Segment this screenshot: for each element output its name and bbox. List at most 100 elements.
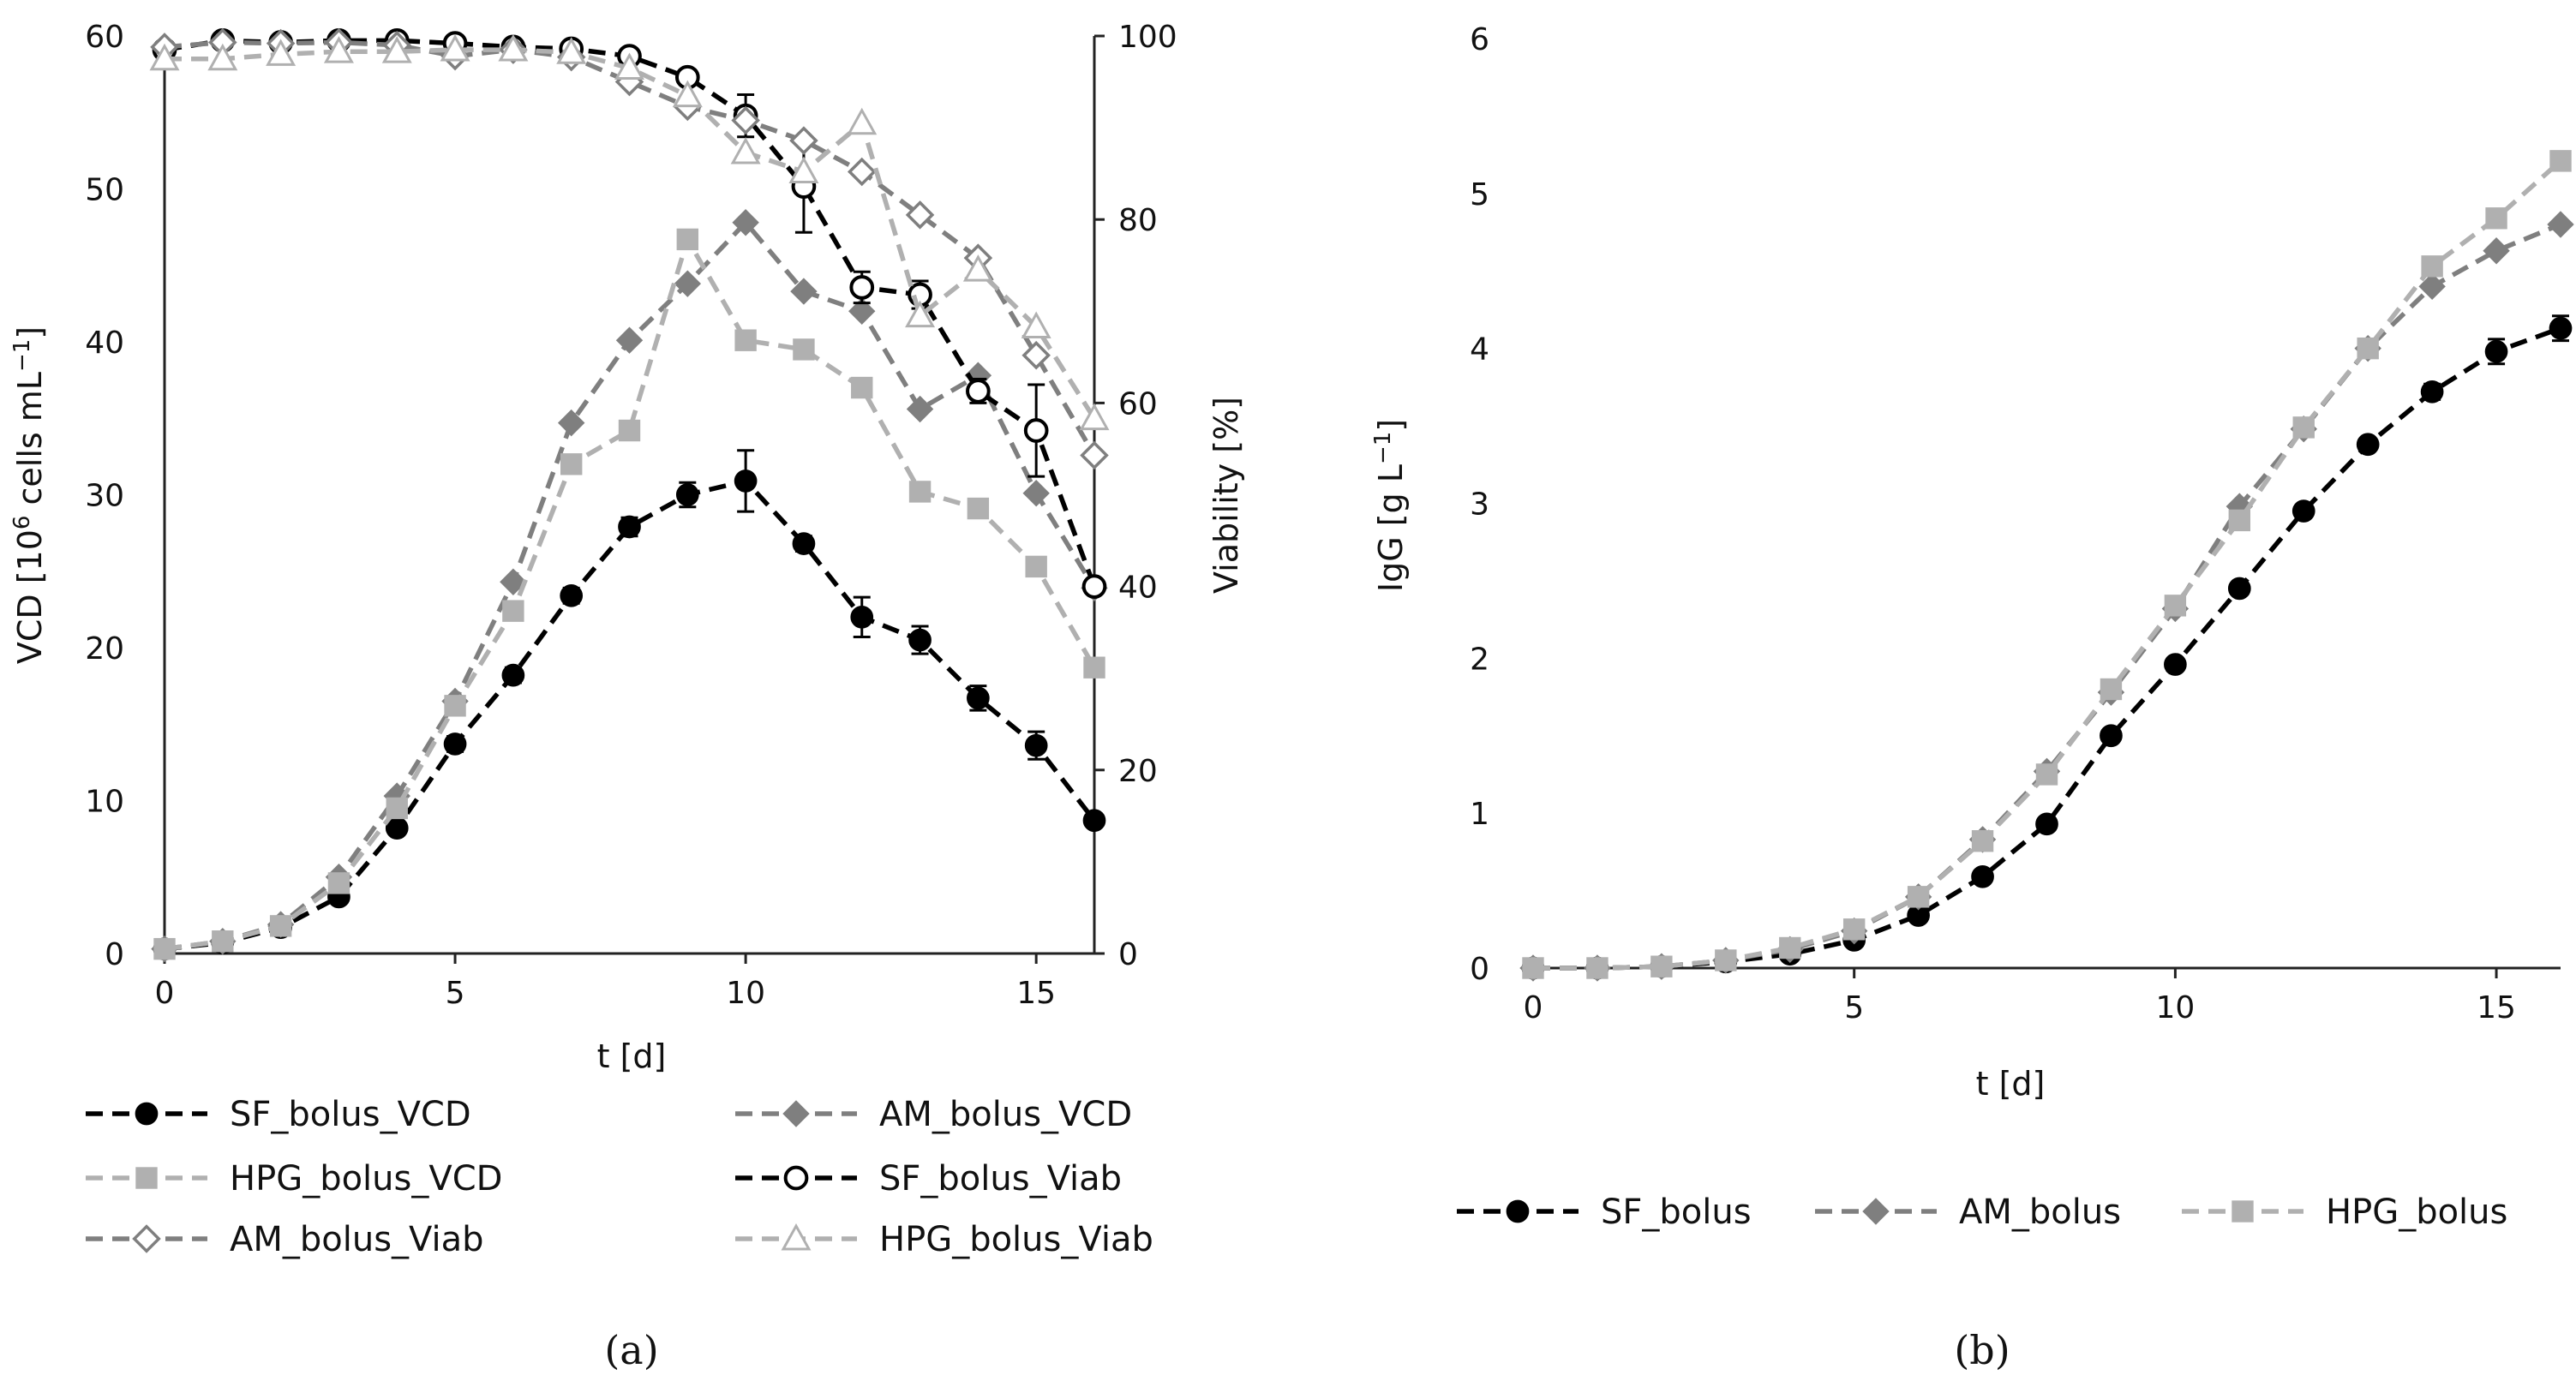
b-point-sf-bolus [2164, 653, 2187, 676]
a-point-sf-bolus-vcd [1082, 809, 1106, 833]
b-legend-marker [1506, 1199, 1530, 1223]
panel-b-y-title-end: ] [1372, 419, 1410, 432]
a-line-sf-bolus-vcd [164, 478, 1097, 952]
panel-a-series [149, 27, 1110, 963]
b-line-am-bolus [1533, 222, 2562, 971]
panel-a-y-title-part1: VCD [10 [11, 529, 49, 664]
panel-a-y-title-part2: cells mL [11, 372, 49, 516]
b-y-tick-label: 2 [1470, 642, 1489, 677]
a-point-am-bolus-viab [1021, 340, 1051, 370]
a-point-sf-bolus-vcd [560, 583, 584, 607]
a-legend-label: AM_bolus_VCD [879, 1095, 1132, 1134]
a-x-tick-label: 10 [726, 976, 765, 1011]
b-line-sf-bolus [1533, 326, 2561, 971]
a-point-hpg-bolus-viab [556, 37, 587, 64]
a-legend-label: HPG_bolus_VCD [230, 1159, 502, 1199]
b-legend-label: AM_bolus [1959, 1193, 2121, 1232]
b-y-tick-label: 1 [1470, 797, 1489, 832]
a-point-am-bolus-vcd [674, 270, 702, 297]
a-series-hpg-bolus-vcd [153, 228, 1105, 960]
a-point-sf-bolus-vcd [734, 469, 758, 493]
a-legend-item-hpg-bolus-vcd: HPG_bolus_VCD [86, 1159, 502, 1199]
b-line-hpg-bolus [1533, 158, 2562, 971]
b-legend-item-am-bolus: AM_bolus [1815, 1193, 2121, 1232]
a-legend-marker [132, 1224, 161, 1253]
b-point-hpg-bolus [1971, 830, 1994, 852]
b-legend-marker [1862, 1198, 1890, 1225]
a-point-sf-bolus-vcd [618, 515, 641, 539]
a-y-tick-label: 60 [85, 20, 124, 55]
b-point-hpg-bolus [2035, 763, 2058, 786]
a-y-tick-label: 30 [85, 479, 124, 514]
a-point-hpg-bolus-viab [440, 34, 470, 62]
a-legend-marker [783, 1165, 809, 1191]
a-point-hpg-bolus-viab [672, 80, 703, 108]
a-point-hpg-bolus-vcd [734, 329, 757, 351]
panel-a-y-title-sup2: −1 [9, 339, 35, 372]
a-point-am-bolus-vcd [906, 395, 934, 423]
a-point-hpg-bolus-viab [1079, 403, 1110, 431]
a-legend-label: HPG_bolus_Viab [879, 1220, 1153, 1259]
a-point-am-bolus-viab [905, 200, 935, 230]
panel-a-y-title-end: ] [11, 326, 49, 339]
a-point-hpg-bolus-vcd [327, 872, 350, 894]
b-y-tick-label: 0 [1470, 952, 1489, 987]
a-point-sf-bolus-vcd [501, 663, 525, 687]
a-series-am-bolus-viab [150, 27, 1109, 470]
b-series-sf-bolus [1521, 314, 2573, 980]
a-y-tick-label: 20 [85, 631, 124, 667]
panel-b-chart: 0 5 10 15 0 1 2 3 4 5 6 t [d] IgG [g L−1] SF_bolus… [1370, 22, 2574, 1373]
b-point-hpg-bolus [2421, 255, 2443, 278]
b-legend-item-sf-bolus: SF_bolus [1457, 1193, 1752, 1232]
panel-b-y-axis-title: IgG [g L−1] [1370, 419, 1410, 592]
b-y-tick-label: 3 [1470, 487, 1489, 523]
b-y-tick-label: 6 [1470, 22, 1489, 57]
b-point-sf-bolus [2100, 724, 2123, 748]
b-point-hpg-bolus [2357, 337, 2379, 360]
b-point-hpg-bolus [2100, 678, 2123, 701]
b-point-sf-bolus [2227, 577, 2251, 601]
a-point-hpg-bolus-viab [323, 36, 354, 63]
a-legend-marker [135, 1167, 158, 1189]
a-legend-item-am-bolus-viab: AM_bolus_Viab [86, 1220, 484, 1259]
a-y2-tick-label: 20 [1118, 754, 1158, 789]
a-point-am-bolus-vcd [732, 209, 759, 236]
panel-b-label: (b) [1954, 1327, 2010, 1373]
a-point-sf-bolus-viab [1081, 574, 1107, 599]
a-point-hpg-bolus-viab [1021, 311, 1051, 338]
b-point-hpg-bolus [2292, 416, 2315, 439]
panel-a-chart: 0 5 10 15 0 10 20 30 40 50 60 0 20 40 60 80 100 t [d] VC… [9, 20, 1245, 1373]
panel-a-x-axis-title: t [d] [597, 1037, 667, 1075]
a-point-hpg-bolus-viab [498, 34, 529, 62]
b-x-tick-label: 0 [1524, 990, 1543, 1025]
panel-a-y-title-sup: 6 [9, 516, 35, 530]
a-point-am-bolus-viab [847, 157, 877, 187]
a-point-sf-bolus-vcd [967, 686, 990, 710]
panel-a-label: (a) [604, 1327, 658, 1373]
a-x-tick-label: 15 [1016, 976, 1056, 1011]
a-y2-tick-label: 60 [1118, 386, 1158, 421]
b-y-tick-label: 5 [1470, 177, 1489, 212]
b-point-am-bolus [2547, 211, 2574, 238]
a-legend-marker [782, 1100, 810, 1127]
panel-b-legend: SF_bolus AM_bolus HPG_bolus [1457, 1193, 2507, 1232]
a-point-hpg-bolus-viab [381, 36, 412, 63]
a-point-am-bolus-viab [1080, 440, 1109, 470]
b-legend-marker [2232, 1200, 2254, 1223]
a-point-am-bolus-viab [731, 105, 760, 135]
a-point-hpg-bolus-viab [730, 136, 761, 164]
b-point-hpg-bolus [1586, 957, 1609, 979]
panel-a-y2-axis-title: Viability [%] [1207, 397, 1245, 594]
a-x-tick-label: 5 [446, 976, 465, 1011]
a-point-sf-bolus-vcd [1024, 733, 1048, 757]
panel-a-axes [163, 36, 1096, 955]
b-series-am-bolus [1519, 211, 2574, 982]
a-point-sf-bolus-vcd [850, 605, 874, 629]
a-legend-label: SF_bolus_VCD [230, 1095, 471, 1134]
a-line-am-bolus-viab [164, 39, 1097, 457]
a-point-sf-bolus-vcd [443, 732, 467, 756]
b-point-sf-bolus [2356, 433, 2380, 457]
a-point-am-bolus-vcd [1022, 480, 1050, 507]
b-point-sf-bolus [2291, 499, 2315, 523]
panel-b-x-axis-title: t [d] [1976, 1065, 2046, 1103]
